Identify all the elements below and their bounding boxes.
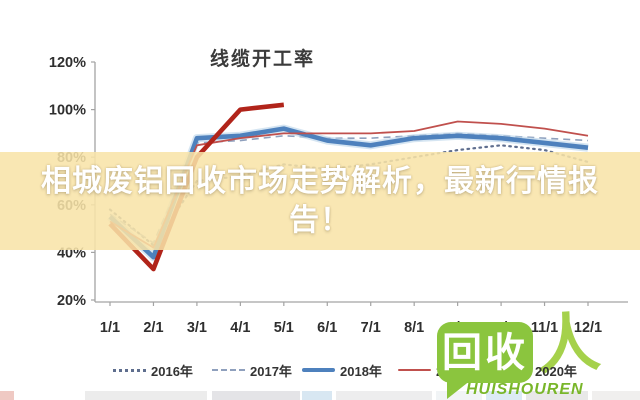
y-tick-label: 20% — [57, 293, 86, 309]
x-tick-label: 7/1 — [361, 320, 381, 336]
brand-name-text: HUISHOUREN — [466, 381, 584, 398]
strip-block — [336, 391, 432, 400]
strip-block — [302, 391, 332, 400]
strip-block — [486, 391, 522, 400]
recycle-logo-bubble-tail — [447, 380, 471, 399]
x-tick-label: 2/1 — [143, 320, 163, 336]
strip-block — [0, 391, 14, 400]
x-tick-label: 12/1 — [574, 320, 602, 336]
x-tick-label: 3/1 — [187, 320, 207, 336]
x-tick-label: 11/1 — [531, 320, 558, 336]
headline-line-1: 相城废铝回收市场走势解析，最新行情报 — [41, 165, 599, 198]
recycle-logo-text: 回收 — [442, 330, 528, 375]
x-tick-label: 1/1 — [100, 320, 120, 336]
strip-block — [85, 391, 207, 400]
strip-block — [212, 391, 300, 400]
chart-title: 线缆开工率 — [209, 49, 315, 70]
person-glyph-watermark: 人 — [533, 305, 603, 383]
x-tick-label: 4/1 — [230, 320, 250, 336]
y-tick-label: 120% — [49, 55, 86, 71]
x-tick-label: 8/1 — [404, 320, 424, 336]
headline-banner: 相城废铝回收市场走势解析，最新行情报 告！ — [0, 152, 640, 250]
x-tick-label: 6/1 — [317, 320, 337, 336]
strip-block — [592, 391, 640, 400]
x-tick-label: 5/1 — [274, 320, 294, 336]
headline-line-2: 告！ — [289, 204, 351, 237]
y-tick-label: 100% — [49, 103, 86, 119]
strip-block — [526, 391, 588, 400]
recycle-logo-bubble: 回收 — [437, 322, 533, 383]
